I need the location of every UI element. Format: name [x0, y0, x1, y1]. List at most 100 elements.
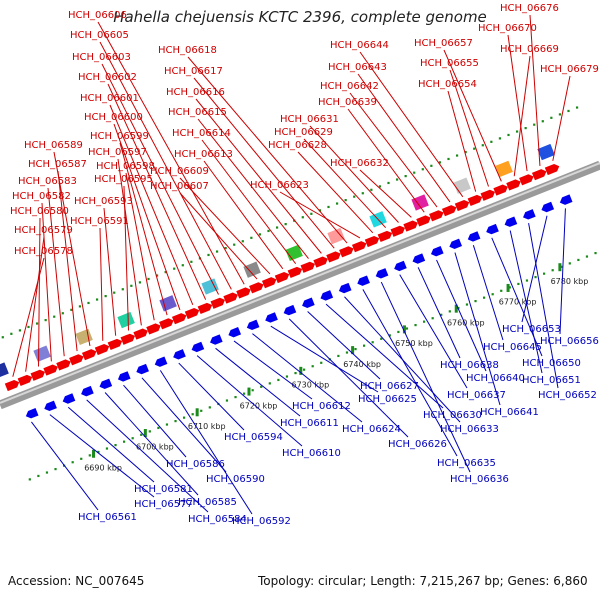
reverse-gene-label: HCH_06640 — [466, 373, 525, 384]
feature-domain-block — [159, 295, 177, 312]
reverse-feature-arrow — [559, 194, 573, 205]
guide-rail-dot — [362, 344, 366, 347]
forward-gene-leader — [507, 34, 528, 172]
guide-rail-dot — [165, 423, 169, 426]
reverse-gene-leader — [472, 245, 504, 341]
guide-rail-dot — [268, 382, 271, 385]
forward-feature-arrow — [210, 297, 226, 309]
forward-feature-arrow — [197, 302, 213, 314]
forward-gene-leader — [113, 123, 181, 311]
guide-rail-dot — [70, 308, 73, 311]
reverse-gene-label: HCH_06590 — [206, 474, 265, 485]
guide-rail-dot — [87, 301, 90, 305]
guide-rail-dot — [88, 454, 91, 457]
reverse-feature-arrow — [375, 268, 389, 279]
forward-feature-arrow — [493, 184, 508, 196]
reverse-gene-label: HCH_06611 — [280, 418, 339, 429]
guide-rail-dot — [594, 251, 597, 255]
guide-rail-dot — [431, 317, 434, 320]
guide-rail-dot — [438, 161, 442, 164]
reverse-gene-leader — [454, 252, 501, 406]
forward-gene-label: HCH_06616 — [166, 87, 225, 98]
forward-feature-arrow — [4, 379, 20, 392]
guide-rail-dot — [78, 305, 82, 308]
reverse-gene-label: HCH_06650 — [522, 358, 581, 369]
guide-rail-dot — [207, 253, 210, 257]
reverse-gene-leader — [86, 399, 209, 513]
guide-rail-dot — [233, 243, 236, 246]
guide-rail-dot — [114, 443, 117, 447]
forward-gene-leader — [552, 75, 571, 161]
forward-gene-label: HCH_06607 — [150, 181, 209, 192]
guide-rail-dot — [37, 474, 40, 478]
forward-feature-arrow — [506, 179, 521, 191]
forward-gene-leader — [529, 14, 541, 166]
forward-gene-label: HCH_06623 — [250, 180, 309, 191]
reverse-feature-arrow — [136, 363, 149, 375]
forward-gene-label: HCH_06613 — [174, 149, 233, 160]
forward-gene-leader — [97, 21, 245, 285]
guide-rail-dot — [225, 399, 229, 402]
forward-gene-leader — [449, 69, 489, 187]
reverse-gene-leader — [31, 421, 99, 511]
guide-rail-dot — [18, 329, 22, 332]
forward-gene-leader — [57, 170, 78, 352]
feature-domain-block — [453, 177, 471, 194]
reverse-gene-label: HCH_06627 — [360, 381, 419, 392]
forward-gene-leader — [117, 158, 142, 326]
forward-feature-arrow — [159, 318, 174, 330]
guide-rail-dot — [318, 209, 322, 212]
guide-rail-dot — [97, 450, 100, 454]
reverse-feature-arrow — [302, 297, 315, 308]
forward-gene-label: HCH_06587 — [28, 159, 87, 170]
forward-gene-leader — [179, 192, 258, 280]
forward-gene-label: HCH_06595 — [94, 174, 153, 185]
guide-rail-dot — [311, 365, 314, 368]
genome-summary-text: Topology: circular; Length: 7,215,267 bp… — [258, 574, 588, 588]
forward-gene-label: HCH_06589 — [24, 140, 83, 151]
forward-gene-leader — [38, 217, 41, 367]
forward-feature-arrow — [544, 163, 560, 176]
reverse-gene-leader — [215, 347, 301, 417]
scale-tick-label: 6690 kbp — [84, 463, 122, 472]
guide-rail-dot — [481, 144, 484, 147]
guide-rail-dot — [473, 147, 476, 150]
forward-feature-arrow — [429, 210, 444, 222]
forward-feature-arrow — [403, 220, 418, 232]
reverse-gene-leader — [521, 215, 548, 323]
forward-gene-leader — [119, 142, 168, 316]
forward-feature-arrow — [171, 313, 187, 325]
guide-rail-dot — [54, 467, 57, 471]
reverse-gene-leader — [233, 340, 313, 400]
forward-feature-arrow — [364, 235, 380, 248]
reverse-feature-arrow — [44, 400, 57, 412]
forward-feature-arrow — [339, 246, 354, 258]
reverse-gene-label: HCH_06625 — [358, 394, 417, 405]
guide-rail-dot — [131, 437, 134, 440]
guide-rail-dot — [335, 202, 339, 205]
guide-rail-dot — [413, 171, 416, 174]
reverse-gene-label: HCH_06651 — [522, 375, 581, 386]
guide-rail-dot — [241, 240, 244, 243]
forward-feature-arrow — [287, 266, 303, 278]
forward-feature-arrow — [107, 338, 123, 350]
forward-gene-leader — [187, 56, 348, 244]
guide-rail-dot — [190, 260, 193, 263]
reverse-gene-leader — [325, 303, 444, 409]
guide-rail-dot — [28, 478, 31, 481]
scale-tick-mark — [92, 449, 96, 458]
forward-gene-leader — [103, 207, 117, 336]
forward-gene-label: HCH_06603 — [72, 52, 131, 63]
forward-gene-leader — [201, 139, 297, 264]
reverse-feature-arrow — [541, 201, 555, 213]
forward-gene-label: HCH_06605 — [70, 30, 129, 41]
guide-rail-dot — [534, 275, 537, 279]
forward-gene-label: HCH_06642 — [320, 81, 379, 92]
forward-gene-leader — [359, 169, 412, 218]
guide-rail-dot — [104, 295, 107, 298]
forward-gene-label: HCH_06644 — [330, 40, 389, 51]
guide-rail-dot — [71, 461, 74, 464]
forward-feature-arrow — [69, 354, 84, 366]
guide-rail-dot — [275, 226, 279, 229]
guide-rail-dot — [380, 337, 383, 340]
